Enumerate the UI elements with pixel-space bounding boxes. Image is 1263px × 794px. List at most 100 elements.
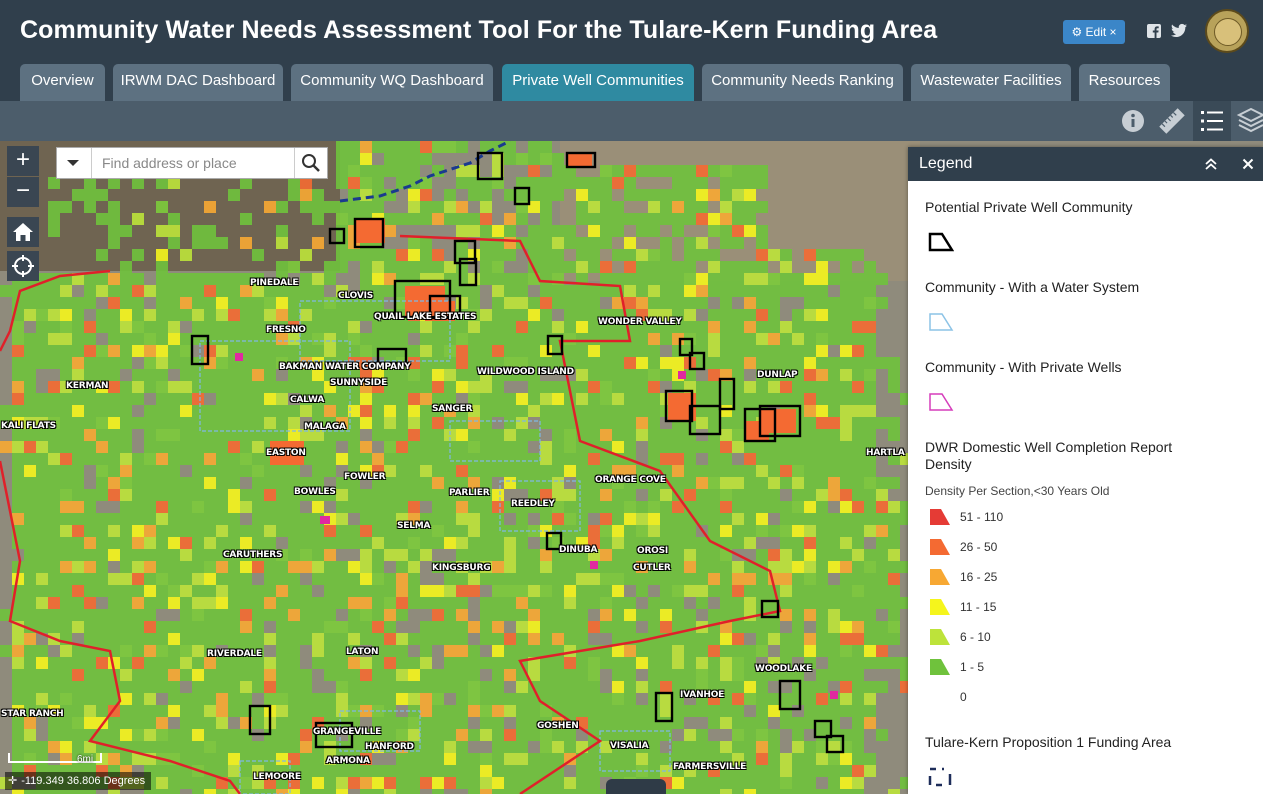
- density-cell: [432, 693, 444, 705]
- density-cell: [252, 357, 264, 369]
- density-cell: [312, 333, 324, 345]
- density-cell: [156, 261, 168, 273]
- density-cell: [492, 609, 504, 621]
- tab-wastewater-facilities[interactable]: Wastewater Facilities: [911, 64, 1071, 101]
- tab-community-wq-dashboard[interactable]: Community WQ Dashboard: [291, 64, 493, 101]
- density-cell: [864, 513, 876, 525]
- twitter-icon[interactable]: [1170, 23, 1188, 39]
- density-cell: [12, 381, 24, 393]
- density-cell: [468, 321, 480, 333]
- density-cell: [420, 357, 432, 369]
- facebook-icon[interactable]: [1146, 23, 1162, 39]
- density-cell: [720, 765, 732, 777]
- density-cell: [756, 573, 768, 585]
- density-cell: [696, 333, 708, 345]
- density-cell: [156, 573, 168, 585]
- density-cell: [792, 273, 804, 285]
- density-cell: [720, 345, 732, 357]
- density-cell: [612, 165, 624, 177]
- density-cell: [0, 405, 12, 417]
- density-cell: [312, 189, 324, 201]
- density-cell: [720, 645, 732, 657]
- density-cell: [504, 357, 516, 369]
- search-icon[interactable]: [294, 148, 327, 178]
- density-cell: [528, 369, 540, 381]
- density-cell: [120, 357, 132, 369]
- legend-body[interactable]: Potential Private Well Community Communi…: [908, 181, 1263, 794]
- density-cell: [168, 273, 180, 285]
- locate-icon[interactable]: [7, 251, 39, 281]
- tab-irwm-dac-dashboard[interactable]: IRWM DAC Dashboard: [113, 64, 283, 101]
- density-cell: [84, 513, 96, 525]
- density-cell: [396, 333, 408, 345]
- home-icon[interactable]: [7, 217, 39, 247]
- tab-community-needs-ranking[interactable]: Community Needs Ranking: [702, 64, 903, 101]
- legend-icon[interactable]: [1193, 101, 1231, 141]
- density-cell: [156, 369, 168, 381]
- tab-private-well-communities[interactable]: Private Well Communities: [502, 64, 694, 101]
- density-cell: [564, 309, 576, 321]
- density-cell: [504, 477, 516, 489]
- place-label: RIVERDALE: [207, 649, 262, 659]
- collapse-icon[interactable]: [1204, 158, 1218, 170]
- tab-resources[interactable]: Resources: [1079, 64, 1170, 101]
- density-cell: [612, 501, 624, 513]
- density-cell: [192, 501, 204, 513]
- density-cell: [384, 501, 396, 513]
- search-source-dropdown-icon[interactable]: [63, 156, 83, 170]
- density-cell: [24, 597, 36, 609]
- crosshair-icon[interactable]: ✛: [8, 775, 18, 787]
- measure-icon[interactable]: [1153, 101, 1191, 141]
- density-cell: [468, 657, 480, 669]
- info-icon[interactable]: [1114, 101, 1152, 141]
- density-cell: [48, 309, 60, 321]
- density-cell: [492, 705, 504, 717]
- density-cell: [528, 297, 540, 309]
- density-cell: [588, 393, 600, 405]
- density-cell: [120, 465, 132, 477]
- density-cell: [648, 189, 660, 201]
- attribute-table-toggle[interactable]: [606, 779, 666, 794]
- density-cell: [588, 525, 600, 537]
- density-cell: [348, 405, 360, 417]
- density-cell: [228, 681, 240, 693]
- tab-overview[interactable]: Overview: [20, 64, 105, 101]
- density-cell: [768, 741, 780, 753]
- density-cell: [216, 501, 228, 513]
- edit-button[interactable]: ⚙ Edit ×: [1063, 20, 1125, 44]
- density-cell: [660, 729, 672, 741]
- density-cell: [60, 489, 72, 501]
- density-cell: [456, 765, 468, 777]
- search-input[interactable]: [91, 148, 307, 178]
- density-cell: [864, 765, 876, 777]
- density-cell: [576, 537, 588, 549]
- density-cell: [864, 273, 876, 285]
- density-cell: [360, 789, 372, 794]
- density-cell: [696, 789, 708, 794]
- density-cell: [780, 525, 792, 537]
- close-icon[interactable]: [1242, 158, 1254, 170]
- density-cell: [360, 489, 372, 501]
- density-cell: [600, 513, 612, 525]
- density-cell: [348, 333, 360, 345]
- density-cell: [72, 501, 84, 513]
- density-cell: [216, 585, 228, 597]
- density-cell: [432, 429, 444, 441]
- density-cell: [84, 585, 96, 597]
- density-cell: [864, 453, 876, 465]
- density-cell: [696, 765, 708, 777]
- zoom-out-button[interactable]: −: [7, 177, 39, 207]
- density-cell: [660, 285, 672, 297]
- density-cell: [732, 165, 744, 177]
- layers-icon[interactable]: [1232, 101, 1263, 141]
- density-cell: [876, 537, 888, 549]
- density-cell: [156, 309, 168, 321]
- density-cell: [396, 429, 408, 441]
- density-cell: [768, 525, 780, 537]
- density-cell: [24, 429, 36, 441]
- density-cell: [132, 249, 144, 261]
- density-cell: [564, 621, 576, 633]
- density-cell: [612, 729, 624, 741]
- zoom-in-button[interactable]: +: [7, 146, 39, 176]
